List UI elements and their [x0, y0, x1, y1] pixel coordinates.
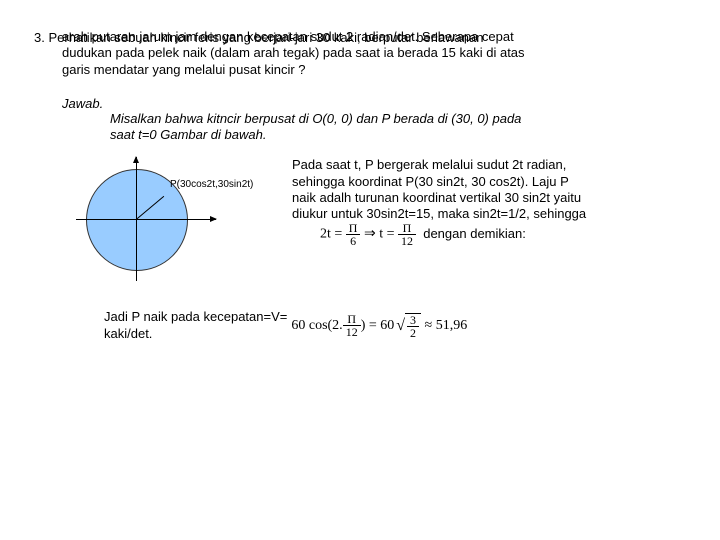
explanation-text: Pada saat t, P bergerak melalui sudut 2t…: [292, 157, 700, 287]
eq2-r-bot: 2: [407, 327, 419, 339]
eq2-p3: ≈ 51,96: [425, 318, 468, 333]
eq1-lhs: 2t =: [320, 227, 342, 242]
eq2-r-top: 3: [407, 314, 419, 327]
final-lead: Jadi P naik pada kecepatan=V= kaki/det.: [104, 309, 287, 342]
eq2-frac: Π 12: [343, 313, 361, 338]
problem-line4: garis mendatar yang melalui pusat kincir…: [62, 62, 700, 78]
eq1-f1-bot: 6: [346, 235, 361, 247]
answer-setup-line2: saat t=0 Gambar di bawah.: [110, 127, 266, 142]
document-page: 3. Perhatikan sebuah kincir feris yang b…: [0, 0, 720, 362]
problem-block: 3. Perhatikan sebuah kincir feris yang b…: [34, 30, 700, 78]
eq1-frac1: Π 6: [346, 222, 361, 247]
equation-2: 60 cos(2. Π 12 ) = 60 3 2 ≈ 51,96: [291, 313, 467, 339]
exp-line1: Pada saat t, P bergerak melalui sudut 2t…: [292, 157, 700, 173]
eq2-f-bot: 12: [343, 326, 361, 338]
point-label: P(30cos2t,30sin2t): [170, 179, 253, 190]
equation-1: 2t = Π 6 ⇒ t = Π 12: [320, 222, 416, 247]
answer-label: Jawab.: [62, 96, 700, 111]
eq1-f2-bot: 12: [398, 235, 416, 247]
exp-line2: sehingga koordinat P(30 sin2t, 30 cos2t)…: [292, 174, 700, 190]
eq2-sqrt: 3 2: [394, 313, 421, 339]
eq2-radicand-frac: 3 2: [407, 314, 419, 339]
exp-line5: 2t = Π 6 ⇒ t = Π 12 dengan demikian:: [292, 222, 700, 247]
answer-setup-line1: Misalkan bahwa kitncir berpusat di O(0, …: [110, 111, 521, 126]
exp-line5-suffix: dengan demikian:: [423, 226, 526, 241]
answer-setup: Misalkan bahwa kitncir berpusat di O(0, …: [110, 111, 700, 144]
exp-line3: naik adalh turunan koordinat vertikal 30…: [292, 190, 700, 206]
final-answer: Jadi P naik pada kecepatan=V= kaki/det. …: [104, 309, 700, 342]
final-text1: Jadi P naik pada kecepatan=V=: [104, 309, 287, 325]
circle-diagram: P(30cos2t,30sin2t): [74, 157, 224, 287]
eq1-frac2: Π 12: [398, 222, 416, 247]
problem-body: arah putaran jarum jam dengan kecepatan …: [62, 29, 700, 78]
x-axis: [76, 219, 216, 220]
final-text2: kaki/det.: [104, 326, 287, 342]
diagram-and-explanation: P(30cos2t,30sin2t) Pada saat t, P berger…: [74, 157, 700, 287]
eq1-mid: ⇒ t =: [364, 227, 395, 242]
exp-line4: diukur untuk 30sin2t=15, maka sin2t=1/2,…: [292, 206, 700, 222]
problem-line2: arah putaran jarum jam dengan kecepatan …: [62, 29, 700, 45]
eq2-p2: ) = 60: [361, 318, 395, 333]
problem-line3: dudukan pada pelek naik (dalam arah tega…: [62, 45, 700, 61]
problem-number: 3.: [34, 30, 45, 45]
eq2-p1: 60 cos(2.: [291, 318, 342, 333]
